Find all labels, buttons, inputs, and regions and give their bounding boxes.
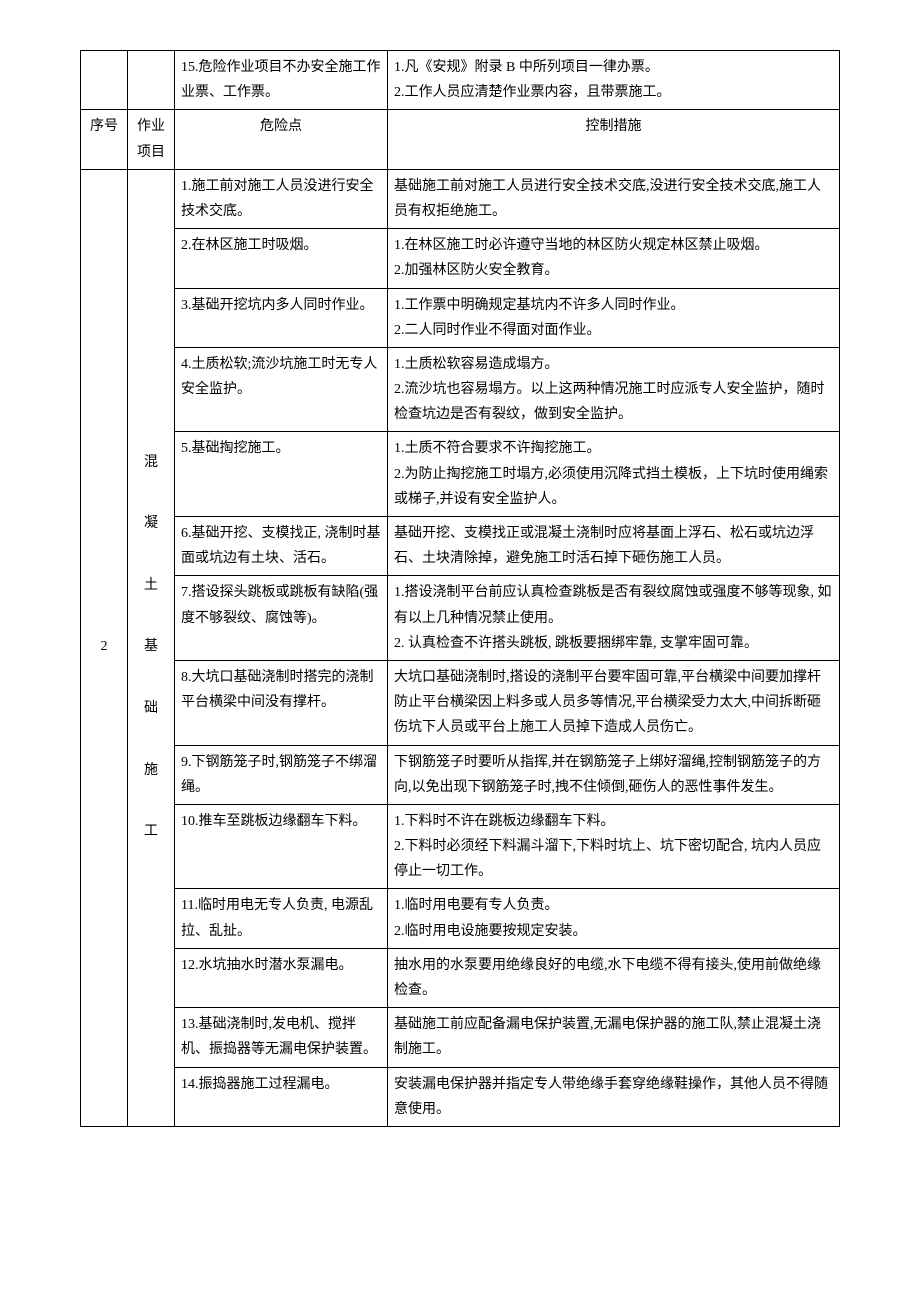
empty-cell <box>128 51 175 110</box>
seq-cell: 2 <box>81 169 128 1126</box>
control-cell: 1.土质不符合要求不许掏挖施工。2.为防止掏挖施工时塌方,必须使用沉降式挡土模板… <box>388 432 840 517</box>
header-risk: 危险点 <box>175 110 388 169</box>
control-cell: 基础施工前对施工人员进行安全技术交底,没进行安全技术交底,施工人员有权拒绝施工。 <box>388 169 840 228</box>
risk-cell: 15.危险作业项目不办安全施工作业票、工作票。 <box>175 51 388 110</box>
table-row: 12.水坑抽水时潜水泵漏电。 抽水用的水泵要用绝缘良好的电缆,水下电缆不得有接头… <box>81 948 840 1007</box>
table-row: 13.基础浇制时,发电机、搅拌机、振捣器等无漏电保护装置。 基础施工前应配备漏电… <box>81 1008 840 1067</box>
table-row: 8.大坑口基础浇制时搭完的浇制平台横梁中间没有撑杆。 大坑口基础浇制时,搭设的浇… <box>81 660 840 745</box>
risk-cell: 3.基础开挖坑内多人同时作业。 <box>175 288 388 347</box>
continuation-row: 15.危险作业项目不办安全施工作业票、工作票。 1.凡《安规》附录 B 中所列项… <box>81 51 840 110</box>
control-cell: 1.临时用电要有专人负责。2.临时用电设施要按规定安装。 <box>388 889 840 948</box>
table-row: 6.基础开挖、支模找正, 浇制时基面或坑边有土块、活石。 基础开挖、支模找正或混… <box>81 517 840 576</box>
risk-cell: 4.土质松软;流沙坑施工时无专人安全监护。 <box>175 347 388 432</box>
risk-cell: 14.振捣器施工过程漏电。 <box>175 1067 388 1126</box>
control-cell: 1.在林区施工时必许遵守当地的林区防火规定林区禁止吸烟。2.加强林区防火安全教育… <box>388 229 840 288</box>
header-seq: 序号 <box>81 110 128 169</box>
control-cell: 抽水用的水泵要用绝缘良好的电缆,水下电缆不得有接头,使用前做绝缘检查。 <box>388 948 840 1007</box>
control-cell: 1.土质松软容易造成塌方。2.流沙坑也容易塌方。以上这两种情况施工时应派专人安全… <box>388 347 840 432</box>
table-row: 2 混凝土基础施工 1.施工前对施工人员没进行安全技术交底。 基础施工前对施工人… <box>81 169 840 228</box>
empty-cell <box>81 51 128 110</box>
risk-cell: 5.基础掏挖施工。 <box>175 432 388 517</box>
control-cell: 安装漏电保护器并指定专人带绝缘手套穿绝缘鞋操作，其他人员不得随意使用。 <box>388 1067 840 1126</box>
control-cell: 基础开挖、支模找正或混凝土浇制时应将基面上浮石、松石或坑边浮石、土块清除掉，避免… <box>388 517 840 576</box>
header-job: 作业项目 <box>128 110 175 169</box>
table-row: 14.振捣器施工过程漏电。 安装漏电保护器并指定专人带绝缘手套穿绝缘鞋操作，其他… <box>81 1067 840 1126</box>
risk-cell: 12.水坑抽水时潜水泵漏电。 <box>175 948 388 1007</box>
risk-cell: 1.施工前对施工人员没进行安全技术交底。 <box>175 169 388 228</box>
control-cell: 1.下料时不许在跳板边缘翻车下料。2.下料时必须经下料漏斗溜下,下料时坑上、坑下… <box>388 804 840 889</box>
table-row: 9.下钢筋笼子时,钢筋笼子不绑溜绳。 下钢筋笼子时要听从指挥,并在钢筋笼子上绑好… <box>81 745 840 804</box>
table-header-row: 序号 作业项目 危险点 控制措施 <box>81 110 840 169</box>
table-row: 11.临时用电无专人负责, 电源乱拉、乱扯。 1.临时用电要有专人负责。2.临时… <box>81 889 840 948</box>
control-cell: 基础施工前应配备漏电保护装置,无漏电保护器的施工队,禁止混凝土浇制施工。 <box>388 1008 840 1067</box>
job-cell: 混凝土基础施工 <box>128 169 175 1126</box>
control-cell: 1.工作票中明确规定基坑内不许多人同时作业。2.二人同时作业不得面对面作业。 <box>388 288 840 347</box>
risk-cell: 10.推车至跳板边缘翻车下料。 <box>175 804 388 889</box>
control-cell: 1.凡《安规》附录 B 中所列项目一律办票。2.工作人员应清楚作业票内容，且带票… <box>388 51 840 110</box>
control-cell: 1.搭设浇制平台前应认真检查跳板是否有裂纹腐蚀或强度不够等现象, 如有以上几种情… <box>388 576 840 661</box>
risk-cell: 2.在林区施工时吸烟。 <box>175 229 388 288</box>
risk-cell: 7.搭设探头跳板或跳板有缺陷(强度不够裂纹、腐蚀等)。 <box>175 576 388 661</box>
table-row: 5.基础掏挖施工。 1.土质不符合要求不许掏挖施工。2.为防止掏挖施工时塌方,必… <box>81 432 840 517</box>
risk-cell: 13.基础浇制时,发电机、搅拌机、振捣器等无漏电保护装置。 <box>175 1008 388 1067</box>
seq-text: 2 <box>101 632 108 663</box>
risk-cell: 11.临时用电无专人负责, 电源乱拉、乱扯。 <box>175 889 388 948</box>
table-row: 2.在林区施工时吸烟。 1.在林区施工时必许遵守当地的林区防火规定林区禁止吸烟。… <box>81 229 840 288</box>
control-cell: 下钢筋笼子时要听从指挥,并在钢筋笼子上绑好溜绳,控制钢筋笼子的方向,以免出现下钢… <box>388 745 840 804</box>
header-control: 控制措施 <box>388 110 840 169</box>
table-row: 10.推车至跳板边缘翻车下料。 1.下料时不许在跳板边缘翻车下料。2.下料时必须… <box>81 804 840 889</box>
risk-cell: 8.大坑口基础浇制时搭完的浇制平台横梁中间没有撑杆。 <box>175 660 388 745</box>
risk-cell: 6.基础开挖、支模找正, 浇制时基面或坑边有土块、活石。 <box>175 517 388 576</box>
table-row: 7.搭设探头跳板或跳板有缺陷(强度不够裂纹、腐蚀等)。 1.搭设浇制平台前应认真… <box>81 576 840 661</box>
control-cell: 大坑口基础浇制时,搭设的浇制平台要牢固可靠,平台横梁中间要加撑杆防止平台横梁因上… <box>388 660 840 745</box>
job-text: 混凝土基础施工 <box>144 448 158 848</box>
risk-cell: 9.下钢筋笼子时,钢筋笼子不绑溜绳。 <box>175 745 388 804</box>
risk-control-table: 15.危险作业项目不办安全施工作业票、工作票。 1.凡《安规》附录 B 中所列项… <box>80 50 840 1127</box>
table-row: 4.土质松软;流沙坑施工时无专人安全监护。 1.土质松软容易造成塌方。2.流沙坑… <box>81 347 840 432</box>
table-row: 3.基础开挖坑内多人同时作业。 1.工作票中明确规定基坑内不许多人同时作业。2.… <box>81 288 840 347</box>
